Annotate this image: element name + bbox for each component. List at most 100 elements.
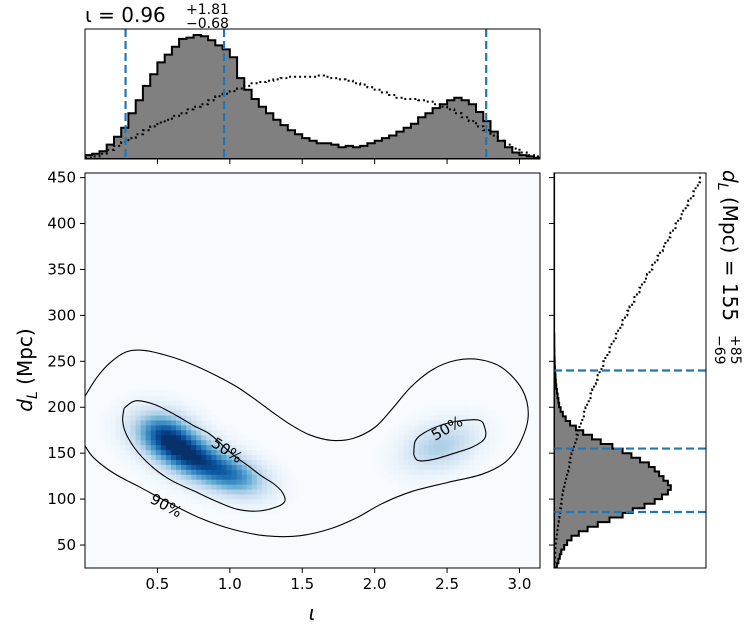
density-cell xyxy=(150,400,157,406)
density-cell xyxy=(226,479,233,485)
density-cell xyxy=(256,508,263,515)
density-cell xyxy=(256,503,263,510)
density-cell xyxy=(170,390,177,396)
density-cell xyxy=(165,479,172,485)
density-cell xyxy=(241,479,248,485)
density-cell xyxy=(383,444,389,451)
density-cell xyxy=(418,484,425,490)
density-cell xyxy=(231,434,238,441)
density-cell xyxy=(140,414,147,421)
density-cell xyxy=(408,464,415,470)
density-cell xyxy=(459,400,465,406)
density-cell xyxy=(150,414,157,421)
density-cell xyxy=(236,498,243,505)
density-cell xyxy=(236,489,243,495)
density-cell xyxy=(160,405,167,411)
y-tick-label: 200 xyxy=(47,398,76,416)
density-cell xyxy=(413,449,420,456)
density-cell xyxy=(120,439,127,446)
density-cell xyxy=(454,454,460,460)
density-cell xyxy=(165,429,172,436)
density-cell xyxy=(130,419,137,426)
density-cell xyxy=(282,484,288,490)
density-cell xyxy=(120,429,127,436)
density-cell xyxy=(150,395,157,401)
density-cell xyxy=(256,474,263,480)
density-cell xyxy=(216,493,223,500)
density-cell xyxy=(135,395,142,401)
density-cell xyxy=(438,439,445,446)
density-cell xyxy=(433,454,440,460)
density-cell xyxy=(413,429,420,436)
density-cell xyxy=(267,469,273,475)
density-cell xyxy=(181,400,187,406)
density-cell xyxy=(140,410,147,416)
density-cell xyxy=(115,395,121,401)
density-cell xyxy=(211,484,218,490)
density-cell xyxy=(201,449,207,456)
density-cell xyxy=(484,459,491,465)
density-cell xyxy=(191,439,197,446)
density-cell xyxy=(474,459,480,465)
density-cell xyxy=(236,439,243,446)
density-cell xyxy=(181,469,187,475)
density-cell xyxy=(221,429,228,436)
density-cell xyxy=(125,414,132,421)
density-cell xyxy=(261,449,268,456)
density-cell xyxy=(464,400,470,406)
density-cell xyxy=(186,479,192,485)
density-cell xyxy=(277,493,283,500)
density-cell xyxy=(408,469,415,475)
density-cell xyxy=(226,508,233,515)
density-cell xyxy=(474,429,480,436)
density-cell xyxy=(428,424,435,431)
density-cell xyxy=(261,479,268,485)
density-cell xyxy=(130,469,137,475)
density-cell xyxy=(287,469,293,475)
density-cell xyxy=(170,459,177,465)
density-cell xyxy=(196,474,202,480)
density-cell xyxy=(191,479,197,485)
svg-text:dL (Mpc) = 155: dL (Mpc) = 155 xyxy=(714,170,742,321)
density-cell xyxy=(246,489,253,495)
density-cell xyxy=(443,479,450,485)
density-cell xyxy=(140,405,147,411)
density-cell xyxy=(165,474,172,480)
density-cell xyxy=(454,444,460,451)
density-cell xyxy=(449,454,455,460)
density-cell xyxy=(479,429,485,436)
x-param-title-sup: +1.81 xyxy=(186,2,229,18)
density-cell xyxy=(231,503,238,510)
density-cell xyxy=(145,395,152,401)
density-cell xyxy=(494,439,501,446)
density-cell xyxy=(125,439,132,446)
density-cell xyxy=(418,449,425,456)
density-cell xyxy=(256,513,263,520)
density-cell xyxy=(413,414,420,421)
density-cell xyxy=(130,405,137,411)
density-cell xyxy=(256,493,263,500)
density-cell xyxy=(201,498,207,505)
density-cell xyxy=(479,414,485,421)
density-cell xyxy=(181,479,187,485)
density-cell xyxy=(413,419,420,426)
density-cell xyxy=(196,439,202,446)
density-cell xyxy=(165,400,172,406)
density-cell xyxy=(398,474,405,480)
density-cell xyxy=(211,429,218,436)
density-cell xyxy=(408,439,415,446)
density-cell xyxy=(186,493,192,500)
density-cell xyxy=(221,454,228,460)
density-cell xyxy=(433,414,440,421)
density-cell xyxy=(246,469,253,475)
y-tick-label: 400 xyxy=(47,215,76,233)
density-cell xyxy=(413,444,420,451)
contour-line xyxy=(85,349,529,538)
density-cell xyxy=(201,439,207,446)
density-cell xyxy=(206,429,212,436)
density-cell xyxy=(261,489,268,495)
density-cell xyxy=(403,439,410,446)
density-cell xyxy=(403,414,410,421)
density-cell xyxy=(267,489,273,495)
